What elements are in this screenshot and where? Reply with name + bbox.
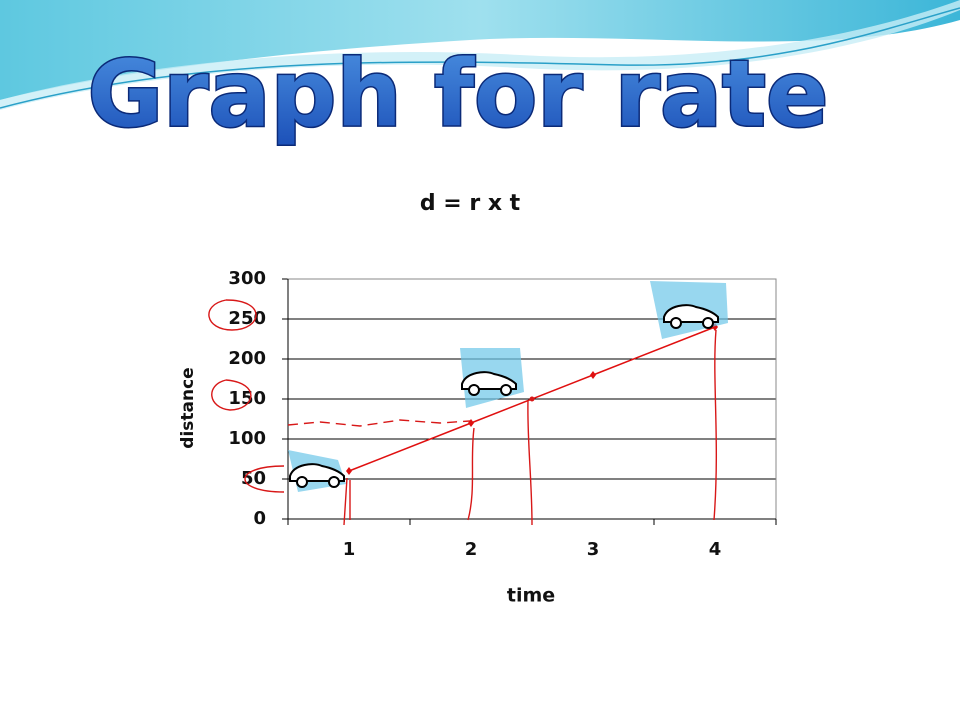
y-tick-label: 300 xyxy=(228,268,266,289)
car-icon xyxy=(288,450,346,492)
x-tick-label: 2 xyxy=(465,539,478,560)
y-tick-label: 150 xyxy=(228,388,266,409)
slide-title: Graph for rate xyxy=(88,40,829,147)
y-tick-label: 0 xyxy=(253,508,266,529)
y-axis-label: distance xyxy=(178,367,198,448)
point-marker xyxy=(468,419,474,427)
x-tick-label: 4 xyxy=(709,539,722,560)
hand-annotations xyxy=(208,299,718,526)
y-tick-label: 100 xyxy=(228,428,266,449)
y-tick-label: 250 xyxy=(228,308,266,329)
point-marker xyxy=(346,467,352,475)
x-tick-label: 1 xyxy=(343,539,356,560)
car-icon xyxy=(650,281,728,339)
x-tick-label: 3 xyxy=(587,539,600,560)
header-wave xyxy=(0,0,960,110)
chart-title: d = r x t xyxy=(420,191,521,216)
x-axis-label: time xyxy=(507,585,555,607)
point-marker xyxy=(590,371,596,379)
car-icon xyxy=(460,348,524,408)
y-tick-label: 200 xyxy=(228,348,266,369)
car-icons xyxy=(288,281,728,492)
